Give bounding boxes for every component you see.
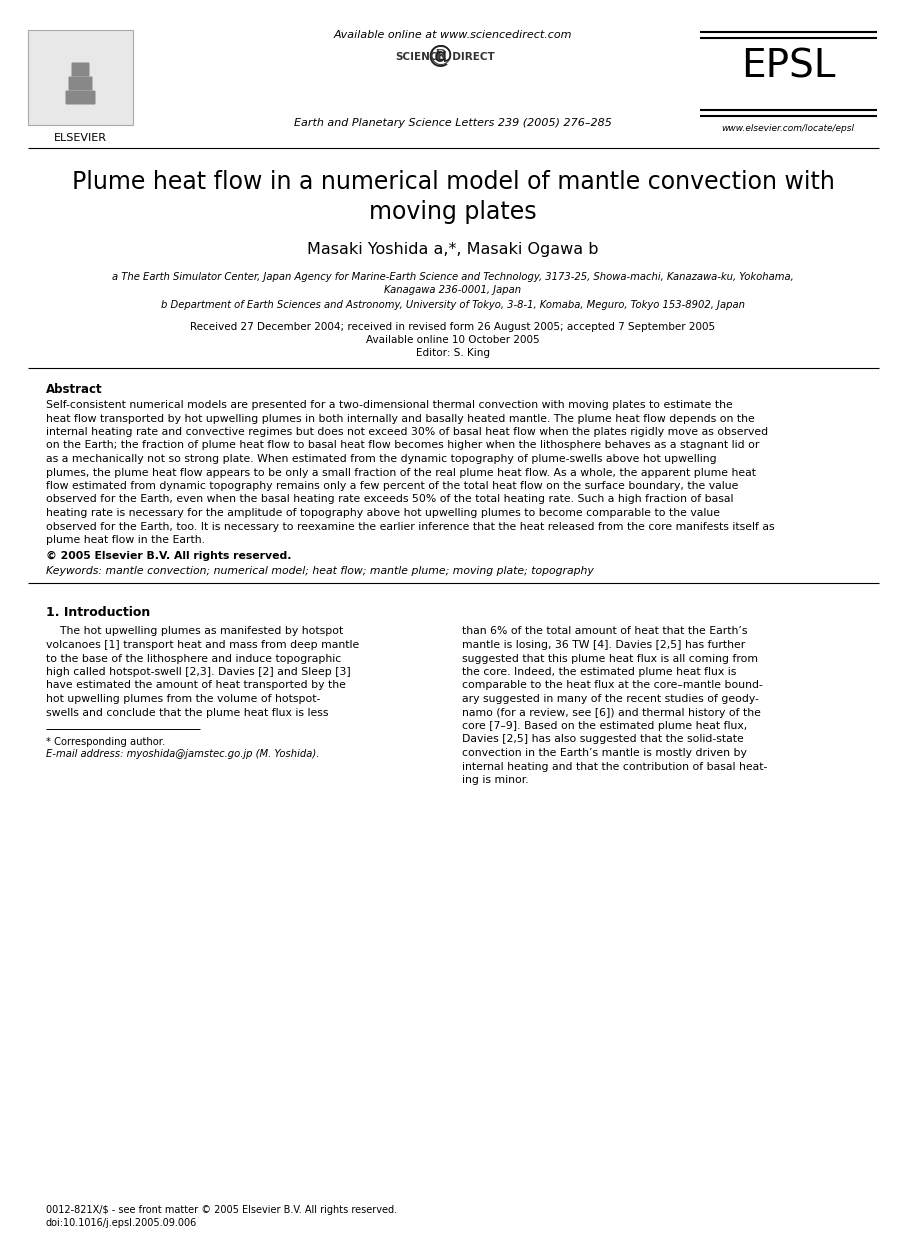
FancyBboxPatch shape [65, 90, 95, 104]
Text: than 6% of the total amount of heat that the Earth’s: than 6% of the total amount of heat that… [462, 626, 747, 636]
Text: hot upwelling plumes from the volume of hotspot-: hot upwelling plumes from the volume of … [46, 695, 320, 704]
Text: SCIENCE: SCIENCE [395, 52, 444, 62]
Text: ary suggested in many of the recent studies of geody-: ary suggested in many of the recent stud… [462, 695, 759, 704]
Text: comparable to the heat flux at the core–mantle bound-: comparable to the heat flux at the core–… [462, 681, 763, 691]
Text: Davies [2,5] has also suggested that the solid-state: Davies [2,5] has also suggested that the… [462, 734, 744, 744]
Text: on the Earth; the fraction of plume heat flow to basal heat flow becomes higher : on the Earth; the fraction of plume heat… [46, 441, 759, 451]
Text: plumes, the plume heat flow appears to be only a small fraction of the real plum: plumes, the plume heat flow appears to b… [46, 468, 756, 478]
Text: heat flow transported by hot upwelling plumes in both internally and basally hea: heat flow transported by hot upwelling p… [46, 413, 755, 423]
Text: the core. Indeed, the estimated plume heat flux is: the core. Indeed, the estimated plume he… [462, 667, 736, 677]
Text: b Department of Earth Sciences and Astronomy, University of Tokyo, 3-8-1, Komaba: b Department of Earth Sciences and Astro… [161, 300, 745, 310]
Text: have estimated the amount of heat transported by the: have estimated the amount of heat transp… [46, 681, 346, 691]
Text: Self-consistent numerical models are presented for a two-dimensional thermal con: Self-consistent numerical models are pre… [46, 400, 733, 410]
Text: high called hotspot-swell [2,3]. Davies [2] and Sleep [3]: high called hotspot-swell [2,3]. Davies … [46, 667, 351, 677]
FancyBboxPatch shape [69, 77, 93, 90]
Text: heating rate is necessary for the amplitude of topography above hot upwelling pl: heating rate is necessary for the amplit… [46, 508, 720, 517]
Text: EPSL: EPSL [741, 48, 835, 85]
Text: E-mail address: myoshida@jamstec.go.jp (M. Yoshida).: E-mail address: myoshida@jamstec.go.jp (… [46, 749, 319, 759]
Text: moving plates: moving plates [369, 201, 537, 224]
Text: © 2005 Elsevier B.V. All rights reserved.: © 2005 Elsevier B.V. All rights reserved… [46, 551, 291, 561]
Bar [28, 30, 133, 125]
Text: Masaki Yoshida a,*, Masaki Ogawa b: Masaki Yoshida a,*, Masaki Ogawa b [307, 241, 599, 258]
Text: Abstract: Abstract [46, 383, 102, 396]
Text: 1. Introduction: 1. Introduction [46, 607, 151, 619]
Text: observed for the Earth, even when the basal heating rate exceeds 50% of the tota: observed for the Earth, even when the ba… [46, 494, 734, 505]
Text: ing is minor.: ing is minor. [462, 775, 529, 785]
FancyBboxPatch shape [72, 62, 90, 77]
Text: DIRECT: DIRECT [445, 52, 494, 62]
Text: Keywords: mantle convection; numerical model; heat flow; mantle plume; moving pl: Keywords: mantle convection; numerical m… [46, 567, 594, 577]
Text: Available online 10 October 2005: Available online 10 October 2005 [366, 335, 540, 345]
Text: observed for the Earth, too. It is necessary to reexamine the earlier inference : observed for the Earth, too. It is neces… [46, 521, 775, 531]
Text: Kanagawa 236-0001, Japan: Kanagawa 236-0001, Japan [385, 285, 522, 295]
Text: plume heat flow in the Earth.: plume heat flow in the Earth. [46, 535, 205, 545]
Text: Editor: S. King: Editor: S. King [416, 348, 490, 358]
Text: internal heating rate and convective regimes but does not exceed 30% of basal he: internal heating rate and convective reg… [46, 427, 768, 437]
Text: Earth and Planetary Science Letters 239 (2005) 276–285: Earth and Planetary Science Letters 239 … [294, 118, 612, 128]
Text: Received 27 December 2004; received in revised form 26 August 2005; accepted 7 S: Received 27 December 2004; received in r… [190, 322, 716, 332]
Text: doi:10.1016/j.epsl.2005.09.006: doi:10.1016/j.epsl.2005.09.006 [46, 1218, 197, 1228]
Text: namo (for a review, see [6]) and thermal history of the: namo (for a review, see [6]) and thermal… [462, 707, 761, 718]
Text: 0012-821X/$ - see front matter © 2005 Elsevier B.V. All rights reserved.: 0012-821X/$ - see front matter © 2005 El… [46, 1205, 397, 1214]
Text: mantle is losing, 36 TW [4]. Davies [2,5] has further: mantle is losing, 36 TW [4]. Davies [2,5… [462, 640, 746, 650]
Text: to the base of the lithosphere and induce topographic: to the base of the lithosphere and induc… [46, 654, 341, 664]
Text: ®: ® [426, 45, 454, 72]
Text: core [7–9]. Based on the estimated plume heat flux,: core [7–9]. Based on the estimated plume… [462, 721, 747, 730]
Text: The hot upwelling plumes as manifested by hotspot: The hot upwelling plumes as manifested b… [46, 626, 343, 636]
Text: ELSEVIER: ELSEVIER [54, 132, 107, 144]
Text: as a mechanically not so strong plate. When estimated from the dynamic topograph: as a mechanically not so strong plate. W… [46, 454, 717, 464]
Text: swells and conclude that the plume heat flux is less: swells and conclude that the plume heat … [46, 707, 328, 718]
Text: Available online at www.sciencedirect.com: Available online at www.sciencedirect.co… [334, 30, 572, 40]
Text: * Corresponding author.: * Corresponding author. [46, 737, 165, 747]
Text: flow estimated from dynamic topography remains only a few percent of the total h: flow estimated from dynamic topography r… [46, 482, 738, 491]
Text: suggested that this plume heat flux is all coming from: suggested that this plume heat flux is a… [462, 654, 758, 664]
Text: a The Earth Simulator Center, Japan Agency for Marine-Earth Science and Technolo: a The Earth Simulator Center, Japan Agen… [112, 272, 794, 282]
Text: @: @ [427, 45, 453, 68]
Text: volcanoes [1] transport heat and mass from deep mantle: volcanoes [1] transport heat and mass fr… [46, 640, 359, 650]
Text: Plume heat flow in a numerical model of mantle convection with: Plume heat flow in a numerical model of … [72, 170, 834, 194]
Text: www.elsevier.com/locate/epsl: www.elsevier.com/locate/epsl [721, 124, 854, 132]
Text: internal heating and that the contribution of basal heat-: internal heating and that the contributi… [462, 761, 767, 771]
Text: convection in the Earth’s mantle is mostly driven by: convection in the Earth’s mantle is most… [462, 748, 746, 758]
